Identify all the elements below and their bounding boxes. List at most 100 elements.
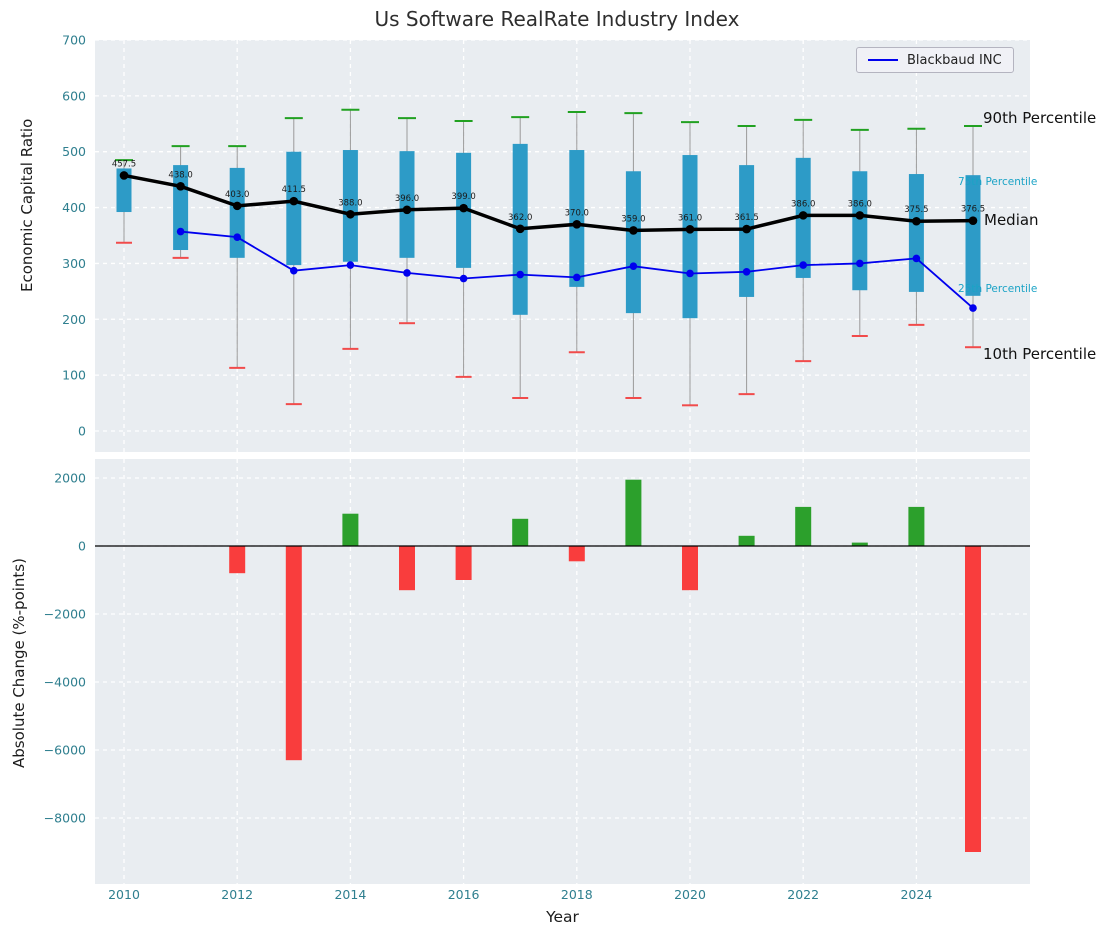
annotation-25th-percentile: 25th Percentile — [958, 283, 1038, 295]
median-value-label: 438.0 — [168, 170, 192, 180]
median-marker — [232, 201, 242, 211]
x-tick-label: 2012 — [221, 887, 253, 902]
x-tick-label: 2024 — [900, 887, 932, 902]
change-bar — [908, 506, 925, 546]
y-tick-label: 700 — [62, 32, 86, 47]
change-bar — [285, 546, 302, 761]
company-marker — [516, 270, 524, 279]
change-bar — [229, 546, 246, 574]
iqr-box — [286, 151, 302, 266]
median-marker — [685, 225, 695, 234]
annotation-75th-percentile: 75th Percentile — [958, 176, 1038, 188]
x-tick-label: 2020 — [674, 887, 706, 902]
company-marker — [346, 261, 355, 269]
median-marker — [742, 224, 751, 234]
median-value-label: 411.5 — [282, 185, 306, 195]
change-bar — [795, 506, 812, 546]
company-marker — [233, 233, 241, 241]
change-bar — [512, 518, 529, 546]
x-tick-label: 2022 — [787, 887, 819, 902]
change-bar — [965, 546, 981, 852]
y-tick-label: 600 — [62, 88, 86, 103]
median-marker — [798, 211, 808, 220]
iqr-box — [116, 168, 132, 213]
median-line — [123, 173, 974, 233]
company-marker — [856, 259, 864, 268]
change-bar — [738, 535, 755, 546]
legend: Blackbaud INC — [856, 47, 1014, 73]
median-value-label: 375.5 — [904, 205, 928, 215]
median-marker — [572, 220, 582, 229]
iqr-box — [399, 151, 415, 258]
y-tick-label: 100 — [62, 368, 86, 383]
iqr-box — [229, 167, 245, 258]
iqr-box — [682, 155, 698, 319]
median-value-label: 386.0 — [791, 199, 815, 209]
iqr-box — [569, 150, 585, 287]
median-value-label: 399.0 — [451, 192, 475, 202]
median-value-label: 361.5 — [734, 213, 758, 223]
company-marker — [629, 262, 638, 271]
median-value-label: 361.0 — [678, 213, 702, 223]
company-marker — [799, 261, 807, 269]
iqr-box — [342, 150, 358, 262]
median-marker — [119, 171, 129, 180]
company-marker — [912, 254, 921, 263]
median-marker — [629, 226, 638, 235]
median-marker — [346, 209, 355, 219]
y-tick-label: 400 — [62, 200, 86, 215]
x-axis-label: Year — [546, 908, 579, 926]
legend-line-sample-icon — [868, 59, 898, 61]
y-tick-label: 0 — [78, 539, 86, 554]
x-tick-label: 2016 — [448, 887, 480, 902]
company-marker — [573, 273, 581, 282]
y-tick-label: 300 — [62, 256, 86, 271]
median-value-label: 359.0 — [621, 214, 645, 224]
median-marker — [402, 205, 412, 215]
change-bar — [455, 546, 472, 580]
top-y-axis-label: Economic Capital Ratio — [18, 118, 36, 292]
median-value-label: 376.5 — [961, 205, 985, 215]
x-tick-label: 2010 — [108, 887, 140, 902]
change-bar — [399, 546, 415, 591]
bottom-y-axis-label: Absolute Change (%-points) — [10, 558, 28, 768]
company-marker — [686, 269, 694, 278]
y-tick-label: 200 — [62, 312, 86, 327]
median-marker — [289, 196, 299, 206]
median-marker — [515, 224, 525, 234]
y-tick-label: −4000 — [44, 675, 86, 690]
median-value-label: 388.0 — [338, 198, 362, 208]
iqr-box — [625, 171, 641, 314]
median-value-label: 457.5 — [112, 159, 136, 169]
median-value-label: 396.0 — [395, 194, 419, 204]
company-marker — [290, 266, 298, 275]
y-tick-label: 0 — [78, 424, 86, 439]
change-bar — [682, 546, 698, 591]
y-tick-label: 500 — [62, 144, 86, 159]
bottom-panel-bg — [95, 459, 1030, 884]
y-tick-label: 2000 — [54, 471, 86, 486]
company-marker — [403, 269, 411, 277]
company-marker — [969, 304, 977, 312]
company-marker — [176, 227, 185, 236]
change-bar — [342, 513, 359, 546]
median-value-label: 386.0 — [848, 199, 872, 209]
legend-label: Blackbaud INC — [907, 52, 1002, 68]
median-marker — [855, 211, 865, 220]
y-tick-label: −6000 — [44, 743, 86, 758]
annotation-median: Median — [984, 211, 1039, 229]
chart-title: Us Software RealRate Industry Index — [374, 7, 740, 31]
median-marker — [912, 216, 921, 226]
median-value-label: 362.0 — [508, 213, 532, 223]
annotation-10th-percentile: 10th Percentile — [983, 345, 1097, 363]
x-tick-label: 2014 — [334, 887, 366, 902]
iqr-box — [908, 174, 924, 292]
change-bar — [568, 546, 585, 562]
x-tick-label: 2018 — [561, 887, 593, 902]
iqr-box — [965, 175, 981, 296]
company-marker — [459, 274, 468, 283]
change-bar — [851, 542, 868, 546]
median-marker — [968, 216, 978, 225]
